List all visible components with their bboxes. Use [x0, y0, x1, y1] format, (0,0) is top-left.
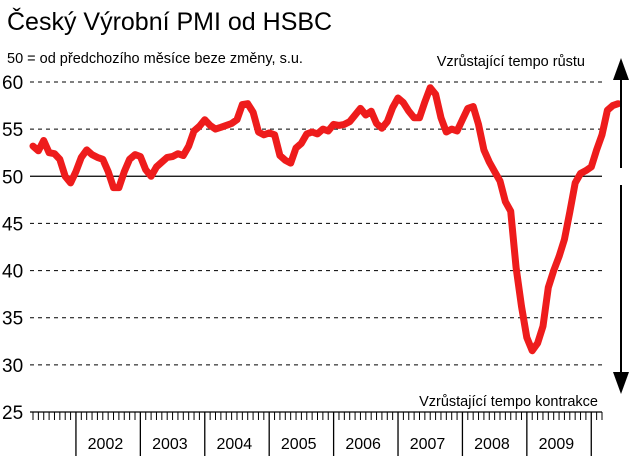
x-tick-label-2006: 2006: [345, 436, 381, 453]
pmi-series-line-0: [29, 84, 622, 355]
y-tick-label-55: 55: [2, 120, 23, 141]
x-tick-label-2003: 2003: [152, 436, 188, 453]
x-axis: 2002 2003 2004 2005 2006 2007 2008 2009: [30, 411, 603, 456]
y-tick-label-45: 45: [2, 214, 23, 235]
y-tick-label-25: 25: [2, 403, 23, 424]
growth-arrow: [613, 58, 629, 168]
y-axis-ticks: 25 30 35 40 45 50 55 60: [2, 73, 23, 424]
annotation-growth: Vzrůstající tempo růstu: [437, 54, 585, 70]
y-tick-label-30: 30: [2, 356, 23, 377]
series-layer: [29, 84, 622, 355]
annotation-contraction: Vzrůstající tempo kontrakce: [419, 394, 598, 410]
contraction-arrow: [613, 185, 629, 394]
grid-lines: [30, 81, 602, 366]
x-tick-label-2009: 2009: [539, 436, 575, 453]
y-tick-label-35: 35: [2, 309, 23, 330]
y-tick-label-60: 60: [2, 73, 23, 94]
y-tick-label-40: 40: [2, 262, 23, 283]
chart-title: Český Výrobní PMI od HSBC: [7, 7, 332, 36]
x-tick-label-2005: 2005: [281, 436, 317, 453]
chart-subtitle: 50 = od předchozího měsíce beze změny, s…: [7, 51, 303, 67]
x-tick-label-2002: 2002: [88, 436, 124, 453]
x-tick-label-2007: 2007: [410, 436, 446, 453]
y-tick-label-50: 50: [2, 167, 23, 188]
x-tick-label-2004: 2004: [217, 436, 253, 453]
x-tick-label-2008: 2008: [474, 436, 510, 453]
